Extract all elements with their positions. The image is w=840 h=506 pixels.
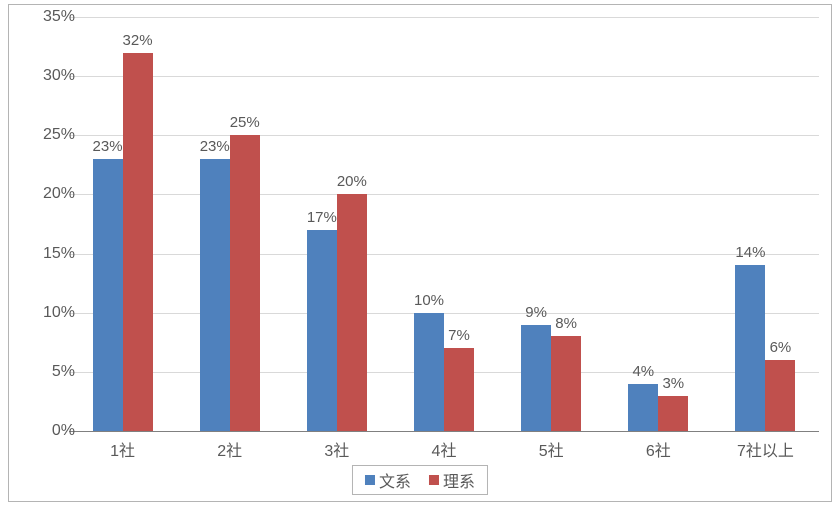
data-label: 14% [725,244,775,261]
plot-area: 23%32%23%25%17%20%10%7%9%8%4%3%14%6% [69,17,819,431]
bar-文系 [521,325,551,431]
legend-label: 文系 [379,468,411,492]
legend-item: 文系 [365,468,411,492]
bar-理系 [551,336,581,431]
bar-文系 [307,230,337,431]
y-tick-label: 30% [20,67,75,85]
y-tick-label: 20% [20,185,75,203]
y-tick-label: 0% [20,422,75,440]
data-label: 6% [755,339,805,356]
bar-理系 [765,360,795,431]
x-tick-label: 4社 [391,437,498,461]
y-tick-label: 10% [20,304,75,322]
legend-swatch [365,475,375,485]
x-tick-label: 5社 [498,437,605,461]
gridline [69,76,819,77]
x-tick-label: 6社 [605,437,712,461]
bar-理系 [337,194,367,431]
bar-理系 [230,135,260,431]
gridline [69,17,819,18]
data-label: 25% [220,114,270,131]
y-tick-label: 5% [20,363,75,381]
legend-label: 理系 [443,468,475,492]
gridline [69,194,819,195]
x-axis-line [69,431,819,432]
y-tick-label: 25% [20,126,75,144]
gridline [69,135,819,136]
data-label: 20% [327,173,377,190]
chart-container: 23%32%23%25%17%20%10%7%9%8%4%3%14%6% 文系理… [8,4,832,502]
data-label: 10% [404,292,454,309]
x-tick-label: 2社 [176,437,283,461]
bar-理系 [658,396,688,431]
y-tick-label: 35% [20,8,75,26]
data-label: 7% [434,327,484,344]
data-label: 32% [113,32,163,49]
x-tick-label: 7社以上 [712,437,819,461]
bar-理系 [444,348,474,431]
data-label: 3% [648,375,698,392]
x-tick-label: 1社 [69,437,176,461]
y-tick-label: 15% [20,245,75,263]
bar-理系 [123,53,153,432]
legend-item: 理系 [429,468,475,492]
gridline [69,254,819,255]
bar-文系 [93,159,123,431]
legend: 文系 理系 [352,465,488,495]
legend-swatch [429,475,439,485]
data-label: 8% [541,315,591,332]
gridline [69,313,819,314]
x-tick-label: 3社 [283,437,390,461]
bar-文系 [200,159,230,431]
